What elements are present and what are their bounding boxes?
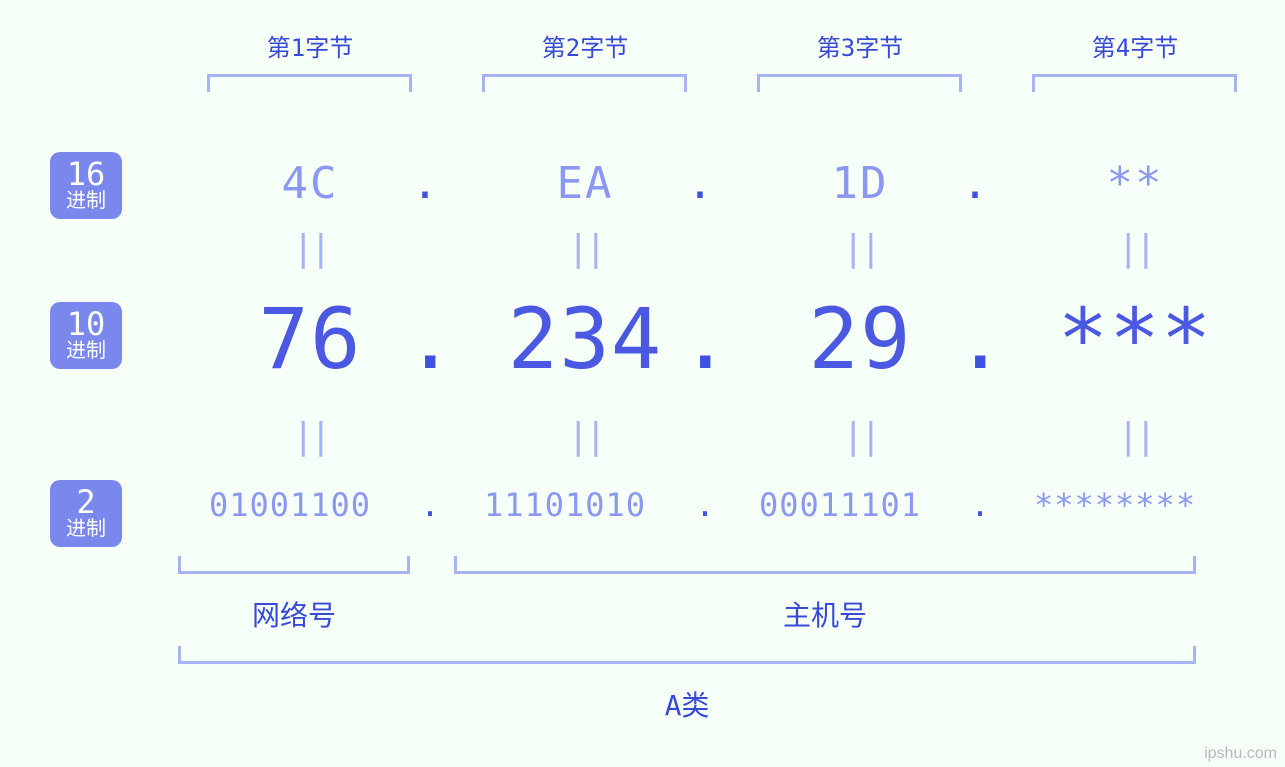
badge-bin: 2 进制	[50, 480, 122, 547]
bracket-top-3	[757, 74, 962, 92]
badge-bin-num: 2	[50, 486, 122, 520]
bracket-top-4	[1032, 74, 1237, 92]
dec-4: ***	[1020, 290, 1250, 388]
badge-hex-label: 进制	[50, 190, 122, 211]
credit-text: ipshu.com	[1204, 745, 1277, 763]
dec-dot-2: .	[680, 290, 720, 388]
eq-2-4: ||	[1020, 416, 1250, 457]
badge-hex-num: 16	[50, 158, 122, 192]
bracket-top-2	[482, 74, 687, 92]
badge-dec-num: 10	[50, 308, 122, 342]
eq-2-1: ||	[195, 416, 425, 457]
bracket-network	[178, 556, 410, 574]
bracket-host	[454, 556, 1196, 574]
hex-3: 1D	[745, 158, 975, 209]
dec-dot-3: .	[955, 290, 995, 388]
dec-dot-1: .	[405, 290, 445, 388]
badge-dec-label: 进制	[50, 340, 122, 361]
eq-1-2: ||	[470, 228, 700, 269]
hex-1: 4C	[195, 158, 425, 209]
byte-title-3: 第3字节	[745, 28, 975, 63]
eq-2-2: ||	[470, 416, 700, 457]
eq-1-3: ||	[745, 228, 975, 269]
hex-dot-3: .	[955, 158, 995, 209]
badge-hex: 16 进制	[50, 152, 122, 219]
badge-bin-label: 进制	[50, 518, 122, 539]
bin-1: 01001100	[160, 486, 420, 524]
byte-title-2: 第2字节	[470, 28, 700, 63]
label-class: A类	[178, 684, 1196, 724]
hex-dot-1: .	[405, 158, 445, 209]
eq-1-4: ||	[1020, 228, 1250, 269]
hex-dot-2: .	[680, 158, 720, 209]
dec-3: 29	[745, 290, 975, 388]
label-network: 网络号	[178, 594, 410, 634]
bin-2: 11101010	[435, 486, 695, 524]
eq-1-1: ||	[195, 228, 425, 269]
bin-3: 00011101	[710, 486, 970, 524]
hex-2: EA	[470, 158, 700, 209]
bracket-top-1	[207, 74, 412, 92]
bin-4: ********	[985, 486, 1245, 524]
dec-1: 76	[195, 290, 425, 388]
eq-2-3: ||	[745, 416, 975, 457]
dec-2: 234	[470, 290, 700, 388]
badge-dec: 10 进制	[50, 302, 122, 369]
bracket-class	[178, 646, 1196, 664]
byte-title-1: 第1字节	[195, 28, 425, 63]
label-host: 主机号	[454, 594, 1196, 634]
hex-4: **	[1020, 158, 1250, 209]
byte-title-4: 第4字节	[1020, 28, 1250, 63]
